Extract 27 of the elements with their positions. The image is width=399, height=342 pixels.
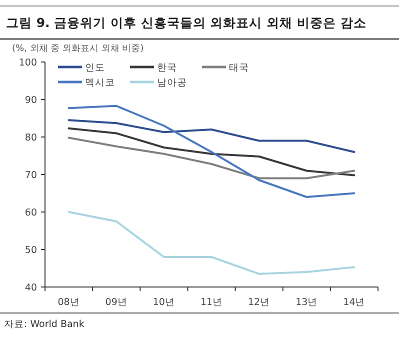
line-series bbox=[68, 127, 356, 176]
legend-label: 태국 bbox=[229, 62, 249, 74]
y-tick-label: 40 bbox=[24, 282, 37, 294]
x-tick-label: 09년 bbox=[105, 297, 128, 308]
line-series bbox=[68, 136, 356, 180]
y-tick-label: 50 bbox=[24, 245, 37, 256]
x-tick-label: 12년 bbox=[248, 297, 270, 308]
legend-label: 멕시코 bbox=[85, 78, 115, 88]
line-series bbox=[68, 104, 356, 198]
y-tick-label: 60 bbox=[24, 208, 37, 218]
x-tick-label: 08년 bbox=[58, 297, 80, 308]
legend-label: 인도 bbox=[85, 62, 105, 74]
x-tick-label: 14년 bbox=[343, 297, 366, 308]
text: 자료: World Bank bbox=[4, 319, 85, 330]
x-tick-label: 13년 bbox=[296, 297, 318, 308]
y-axis-title: (%, 외채 중 외화표시 외채 비중) bbox=[12, 44, 144, 54]
y-tick-label: 100 bbox=[18, 58, 37, 68]
x-tick-label: 10년 bbox=[152, 297, 175, 308]
legend-label: 한국 bbox=[157, 62, 177, 74]
y-tick-label: 80 bbox=[24, 132, 37, 144]
legend-label: 남아공 bbox=[157, 78, 187, 88]
y-tick-label: 90 bbox=[24, 95, 37, 106]
line-series bbox=[68, 211, 356, 275]
x-tick-label: 11년 bbox=[200, 297, 223, 308]
y-tick-label: 70 bbox=[24, 170, 37, 181]
chart-title: 그림 9. 금융위기 이후 신흥국들의 외화표시 외채 비중은 감소 bbox=[6, 15, 366, 30]
line-series bbox=[68, 119, 356, 153]
